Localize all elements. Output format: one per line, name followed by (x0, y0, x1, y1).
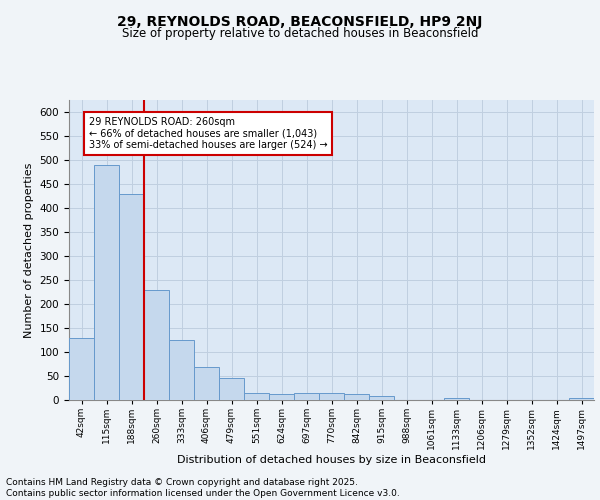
Bar (269, 394, 294, 400)
X-axis label: Distribution of detached houses by size in Beaconsfield: Distribution of detached houses by size … (177, 454, 486, 464)
Text: 29 REYNOLDS ROAD: 260sqm
← 66% of detached houses are smaller (1,043)
33% of sem: 29 REYNOLDS ROAD: 260sqm ← 66% of detach… (89, 117, 328, 150)
Bar (69, 338, 94, 400)
Bar (569, 398, 594, 400)
Bar (169, 340, 194, 400)
Text: 29, REYNOLDS ROAD, BEACONSFIELD, HP9 2NJ: 29, REYNOLDS ROAD, BEACONSFIELD, HP9 2NJ (118, 15, 482, 29)
Bar (144, 290, 169, 400)
Y-axis label: Number of detached properties: Number of detached properties (24, 162, 34, 338)
Bar (294, 393, 319, 400)
Text: Contains HM Land Registry data © Crown copyright and database right 2025.
Contai: Contains HM Land Registry data © Crown c… (6, 478, 400, 498)
Bar (119, 194, 144, 400)
Bar (94, 165, 119, 400)
Bar (194, 368, 219, 400)
Bar (369, 396, 394, 400)
Bar (219, 378, 244, 400)
Bar (319, 393, 344, 400)
Text: Size of property relative to detached houses in Beaconsfield: Size of property relative to detached ho… (122, 28, 478, 40)
Bar (344, 394, 369, 400)
Bar (244, 393, 269, 400)
Bar (444, 398, 469, 400)
